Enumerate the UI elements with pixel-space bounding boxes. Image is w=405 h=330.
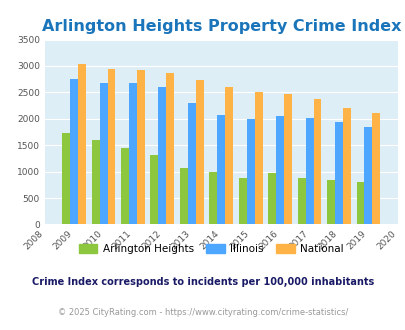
Bar xyxy=(150,155,158,224)
Bar xyxy=(166,73,174,224)
Bar xyxy=(326,180,334,224)
Bar xyxy=(371,113,379,224)
Bar xyxy=(209,172,217,224)
Bar xyxy=(334,122,342,224)
Text: Crime Index corresponds to incidents per 100,000 inhabitants: Crime Index corresponds to incidents per… xyxy=(32,278,373,287)
Bar xyxy=(217,115,225,224)
Bar xyxy=(195,80,203,224)
Bar xyxy=(238,178,246,224)
Bar xyxy=(297,179,305,224)
Title: Arlington Heights Property Crime Index: Arlington Heights Property Crime Index xyxy=(41,19,400,34)
Bar xyxy=(305,118,313,224)
Bar xyxy=(107,69,115,224)
Bar xyxy=(342,108,350,224)
Bar xyxy=(246,119,254,224)
Bar xyxy=(225,86,232,224)
Bar xyxy=(129,83,136,224)
Bar xyxy=(268,174,275,224)
Bar xyxy=(356,182,364,224)
Bar xyxy=(364,127,371,224)
Bar xyxy=(121,148,129,224)
Legend: Arlington Heights, Illinois, National: Arlington Heights, Illinois, National xyxy=(74,240,347,258)
Bar xyxy=(188,104,195,224)
Text: © 2025 CityRating.com - https://www.cityrating.com/crime-statistics/: © 2025 CityRating.com - https://www.city… xyxy=(58,308,347,317)
Bar xyxy=(136,70,145,224)
Bar xyxy=(284,94,291,224)
Bar xyxy=(275,116,284,224)
Bar xyxy=(92,140,99,224)
Bar xyxy=(62,133,70,224)
Bar xyxy=(254,92,262,224)
Bar xyxy=(70,79,78,224)
Bar xyxy=(78,64,86,224)
Bar xyxy=(99,83,107,224)
Bar xyxy=(158,87,166,224)
Bar xyxy=(179,168,188,224)
Bar xyxy=(313,99,321,224)
